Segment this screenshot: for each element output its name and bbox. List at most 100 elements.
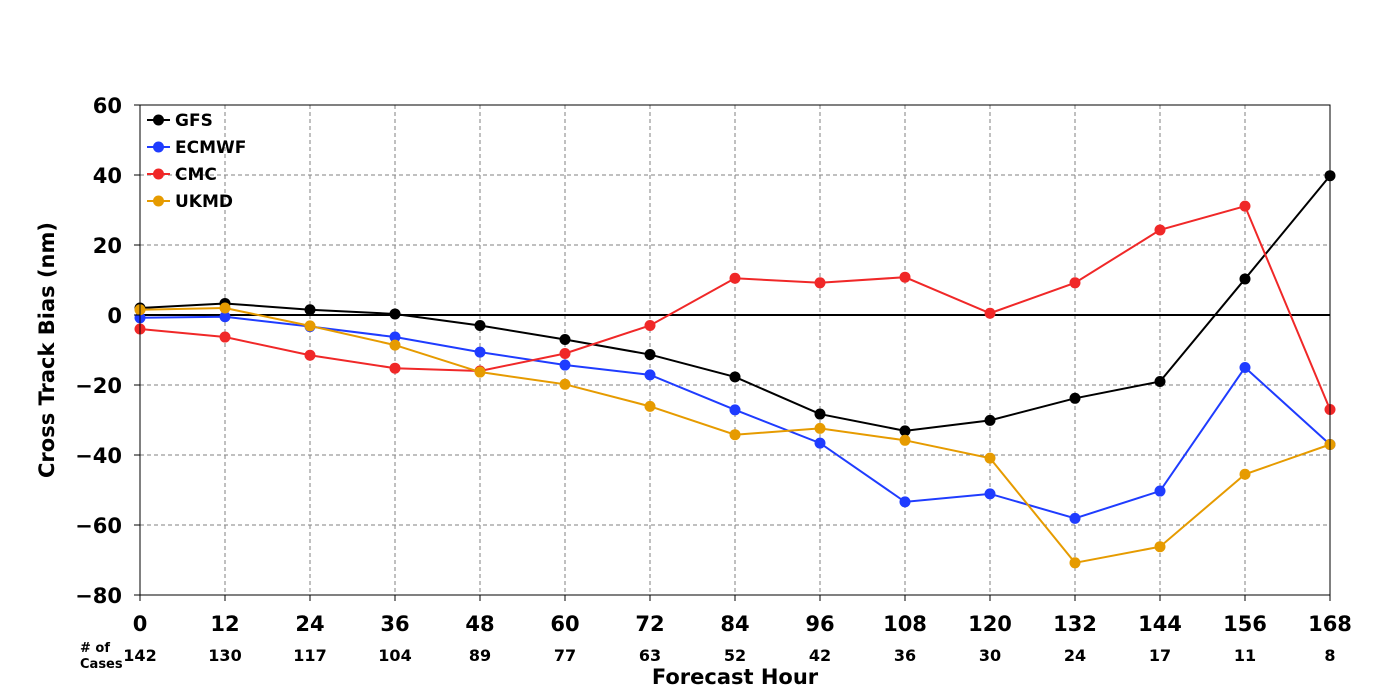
data-point (1154, 541, 1166, 553)
x-tick-label: 156 (1223, 612, 1267, 636)
data-point (1154, 376, 1166, 387)
y-tick-label: 60 (93, 94, 122, 118)
grid (140, 105, 1330, 595)
data-point (304, 320, 316, 332)
series-group (134, 170, 1336, 569)
data-point (219, 331, 231, 343)
data-point (389, 331, 401, 343)
x-tick-label: 48 (465, 612, 494, 636)
series-cmc (134, 200, 1336, 415)
cases-count: 11 (1234, 646, 1256, 665)
data-point (984, 414, 996, 426)
x-tick-label: 120 (968, 612, 1012, 636)
x-tick-label: 36 (380, 612, 409, 636)
cases-count: 17 (1149, 646, 1171, 665)
y-tick-label: 40 (93, 164, 122, 188)
legend-label: UKMD (175, 192, 233, 212)
data-point (729, 404, 741, 416)
x-axis-title: Forecast Hour (652, 665, 819, 689)
x-tick-label: 60 (550, 612, 579, 636)
y-tick-label: −80 (75, 584, 122, 608)
series-ukmd (134, 302, 1336, 569)
data-point (814, 437, 826, 449)
data-point (559, 378, 571, 390)
data-point (814, 422, 826, 434)
data-point (1154, 485, 1166, 497)
cases-count: 130 (208, 646, 241, 665)
data-point (304, 349, 316, 361)
legend-label: GFS (175, 111, 213, 131)
cases-count: 104 (378, 646, 411, 665)
data-point (1239, 200, 1251, 212)
data-point (304, 304, 316, 316)
legend-label: ECMWF (175, 138, 246, 158)
data-point (729, 429, 741, 441)
cases-count: 36 (894, 646, 916, 665)
data-point (559, 348, 571, 359)
cases-count: 42 (809, 646, 831, 665)
x-ticks: 0 12 24 36 48 60 72 84 96 108 120 132 144 156 168 (133, 595, 1352, 636)
legend-item: ECMWF (147, 138, 246, 158)
data-point (1069, 392, 1081, 404)
cases-row: # of Cases 142 130 117 104 89 77 63 52 42 36 30 24 1… (80, 641, 1336, 672)
data-point (644, 349, 656, 361)
y-axis-title: Cross Track Bias (nm) (35, 222, 59, 478)
data-point (644, 320, 656, 331)
cases-count: 142 (123, 646, 156, 665)
cases-count: 8 (1324, 646, 1335, 665)
y-tick-label: −20 (75, 374, 122, 398)
legend-marker (153, 141, 164, 153)
legend-marker (153, 114, 164, 126)
data-point (984, 488, 996, 500)
x-tick-label: 72 (635, 612, 664, 636)
data-point (899, 425, 911, 437)
data-point (1069, 557, 1081, 569)
y-tick-label: 0 (107, 304, 122, 328)
data-point (559, 334, 571, 345)
data-point (984, 452, 996, 464)
data-point (984, 307, 996, 319)
data-point (474, 366, 486, 378)
x-tick-label: 168 (1308, 612, 1352, 636)
series-gfs (134, 170, 1336, 437)
legend: GFS ECMWF CMC UKMD (147, 111, 246, 212)
x-tick-label: 84 (720, 612, 749, 636)
data-point (389, 308, 401, 320)
data-point (1239, 362, 1251, 373)
data-point (814, 408, 826, 420)
data-point (729, 371, 741, 383)
legend-marker (153, 168, 164, 180)
x-tick-label: 108 (883, 612, 927, 636)
data-point (389, 362, 401, 374)
data-point (1069, 277, 1081, 289)
data-point (474, 346, 486, 358)
data-point (899, 434, 911, 446)
data-point (1239, 468, 1251, 480)
cases-count: 52 (724, 646, 746, 665)
cases-count: 77 (554, 646, 576, 665)
data-point (729, 272, 741, 284)
data-point (219, 302, 231, 314)
data-point (474, 320, 486, 331)
legend-item: GFS (147, 111, 213, 131)
legend-label: CMC (175, 165, 217, 185)
cases-count: 30 (979, 646, 1001, 665)
data-point (899, 496, 911, 508)
data-point (814, 277, 826, 289)
x-tick-label: 0 (133, 612, 148, 636)
legend-item: UKMD (147, 192, 233, 212)
data-point (1154, 224, 1166, 236)
x-tick-label: 96 (805, 612, 834, 636)
data-point (899, 271, 911, 283)
legend-marker (153, 195, 164, 207)
data-point (219, 311, 231, 323)
y-tick-label: −40 (75, 444, 122, 468)
cases-count: 63 (639, 646, 661, 665)
y-ticks: 60 40 20 0 −20 −40 −60 −80 (75, 94, 140, 608)
data-point (1069, 512, 1081, 524)
data-point (559, 359, 571, 371)
x-tick-label: 24 (295, 612, 324, 636)
x-tick-label: 12 (210, 612, 239, 636)
x-tick-label: 132 (1053, 612, 1097, 636)
